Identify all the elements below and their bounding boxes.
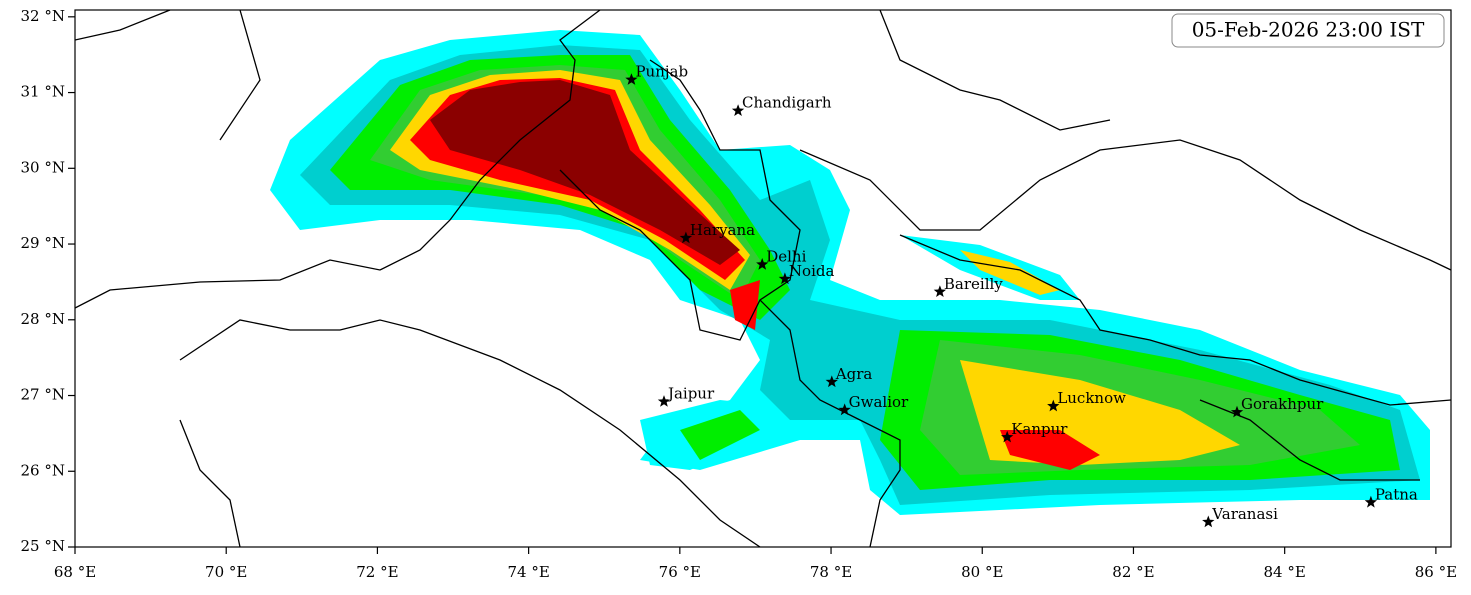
x-tick-label: 74 °E [507,563,549,581]
x-tick-label: 72 °E [356,563,398,581]
city-label: Punjab [635,63,688,81]
city-label: Agra [835,365,873,383]
city-marker [625,73,638,85]
city-marker [1047,399,1060,412]
city-label: Gorakhpur [1241,395,1324,413]
x-tick-label: 82 °E [1112,563,1154,581]
y-tick-label: 28 °N [21,310,65,328]
city-label: Kanpur [1011,420,1068,438]
city-label: Gwalior [849,393,909,411]
city-label: Bareilly [944,275,1003,293]
city-label: Jaipur [666,385,715,403]
timestamp: 05-Feb-2026 23:00 IST [1192,18,1425,42]
city-label: Varanasi [1211,505,1278,523]
x-tick-label: 76 °E [659,563,701,581]
city-marker [838,403,851,416]
city-marker [825,375,838,388]
x-tick-label: 78 °E [810,563,852,581]
city-label: Noida [789,262,835,280]
city-marker [933,285,947,297]
x-tick-label: 86 °E [1415,563,1457,581]
city-marker [731,104,745,116]
city-marker [657,395,671,407]
y-tick-label: 27 °N [21,386,65,404]
city-marker [1001,430,1014,443]
city-label: Patna [1375,485,1418,503]
city-marker [1202,515,1215,528]
city-label: Lucknow [1057,389,1126,407]
timestamp-box [1171,13,1445,48]
y-tick-label: 26 °N [21,461,65,479]
y-tick-label: 31 °N [21,83,65,101]
x-tick-label: 84 °E [1264,563,1306,581]
rain-field [270,30,1430,515]
city-label: Haryana [690,221,755,239]
y-tick-label: 25 °N [21,537,65,555]
plot-frame [74,9,1452,548]
y-tick-label: 29 °N [21,234,65,252]
city-marker [1364,495,1377,508]
y-tick-label: 32 °N [21,7,65,25]
x-tick-label: 70 °E [205,563,247,581]
city-marker [679,231,693,244]
city-label: Delhi [766,247,806,265]
boundaries [75,10,1451,547]
city-marker [778,272,792,285]
city-marker [756,258,769,270]
x-tick-label: 68 °E [54,563,96,581]
city-marker [1230,405,1244,418]
x-tick-label: 80 °E [961,563,1003,581]
city-label: Chandigarh [742,94,832,112]
y-tick-label: 30 °N [21,158,65,176]
